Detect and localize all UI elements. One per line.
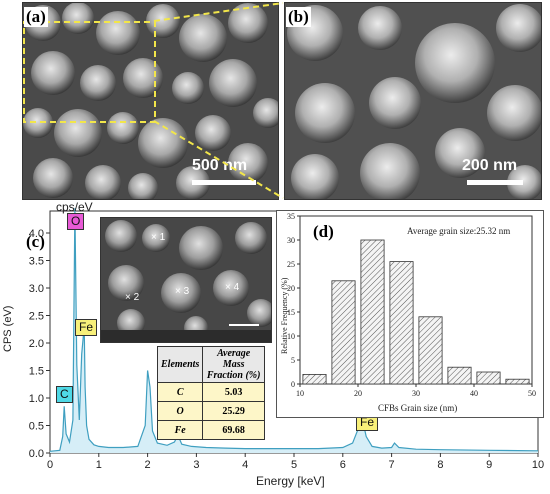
hist-y-tick-label: 0: [291, 380, 295, 389]
element-label-fe-1: Fe: [75, 319, 98, 336]
scale-bar-b: [467, 180, 523, 185]
table-row: Fe 69.68: [156, 420, 265, 440]
hist-bar: [418, 316, 443, 385]
eds-x-tick-label: 2: [145, 459, 151, 471]
table-header-row: Elements Average Mass Fraction (%): [156, 346, 265, 383]
panel-label-d: (d): [313, 222, 334, 241]
hist-y-tick-label: 20: [287, 284, 295, 293]
hist-bar: [505, 378, 530, 385]
hist-bar: [389, 261, 414, 385]
hist-y-tick-label: 30: [287, 236, 295, 245]
hist-y-tick-label: 5: [291, 356, 295, 365]
element-label-c: C: [56, 386, 73, 403]
eds-y-tick-label: 2.0: [29, 338, 44, 350]
table-header-elements: Elements: [156, 346, 204, 383]
hist-x-tick-label: 40: [470, 389, 478, 398]
table-cell-value: 5.03: [202, 382, 265, 402]
eds-x-tick-label: 9: [486, 459, 492, 471]
sem-image-a: [22, 2, 279, 200]
table-cell-element: C: [156, 382, 204, 402]
eds-spectrum-line: [49, 208, 539, 452]
sem-texture-b: [285, 3, 541, 199]
inset-point-3: × 3: [175, 286, 190, 297]
hist-bar: [302, 373, 327, 385]
table-row: C 5.03: [156, 382, 265, 402]
hist-y-tick-label: 10: [287, 332, 295, 341]
panel-label-c: (c): [26, 232, 45, 251]
eds-y-tick-label: 4.0: [29, 228, 44, 240]
zoom-region-box: [23, 21, 156, 123]
eds-y-tick-label: 2.5: [29, 311, 44, 323]
hist-x-tick-label: 30: [412, 389, 420, 398]
inset-point-4: × 4: [225, 282, 240, 293]
eds-x-tick-label: 1: [96, 459, 102, 471]
eds-x-tick-label: 8: [437, 459, 443, 471]
hist-x-tick-label: 20: [354, 389, 362, 398]
eds-x-tick-label: 4: [242, 459, 248, 471]
hist-bar: [331, 280, 356, 385]
element-label-fe-2: Fe: [356, 414, 379, 431]
inset-point-2: × 2: [125, 292, 140, 303]
table-row: O 25.29: [156, 401, 265, 421]
eds-x-axis-label: Energy [keV]: [256, 474, 325, 488]
eds-y-tick-label: 0.5: [29, 421, 44, 433]
eds-x-tick-label: 7: [389, 459, 395, 471]
table-header-fraction: Average Mass Fraction (%): [202, 346, 265, 383]
table-cell-element: Fe: [156, 420, 204, 440]
inset-sem-texture: [101, 218, 271, 342]
eds-inset-sem: × 1 × 2 × 3 × 4: [100, 217, 272, 343]
eds-x-tick-label: 10: [532, 459, 544, 471]
panel-label-b: (b): [286, 7, 311, 27]
panel-label-a: (a): [24, 7, 48, 27]
zoom-connector-lines: [153, 2, 284, 199]
eds-y-tick-label: 1.5: [29, 366, 44, 378]
hist-bar: [476, 371, 501, 385]
table-cell-value: 25.29: [202, 401, 265, 421]
grain-size-histogram: 10 20 30 40 50 0 5 10 15 20 25 30 35: [287, 212, 536, 398]
element-label-o: O: [67, 213, 85, 230]
hist-bar: [360, 239, 385, 385]
eds-x-tick-label: 3: [193, 459, 199, 471]
table-cell-element: O: [156, 401, 204, 421]
table-cell-value: 69.68: [202, 420, 265, 440]
hist-y-axis-label: Relative Frequency (%): [280, 277, 289, 354]
eds-y-tick-label: 0.0: [29, 448, 44, 460]
scale-bar-a: [192, 180, 256, 185]
hist-bar: [447, 366, 472, 385]
scale-label-b: 200 nm: [462, 157, 518, 174]
inset-point-1: × 1: [151, 232, 166, 243]
mass-fraction-table: Elements Average Mass Fraction (%) C 5.0…: [156, 346, 265, 440]
hist-x-axis-label: CFBs Grain size (nm): [378, 403, 458, 413]
hist-y-tick-label: 35: [287, 212, 295, 221]
eds-x-tick-label: 5: [291, 459, 297, 471]
grain-size-annotation: Average grain size:25.32 nm: [407, 226, 511, 236]
hist-y-tick-label: 15: [287, 308, 295, 317]
eds-y-tick-label: 3.5: [29, 256, 44, 268]
eds-y-tick-label: 3.0: [29, 283, 44, 295]
hist-x-tick-label: 10: [296, 389, 304, 398]
scale-label-a: 500 nm: [192, 157, 248, 174]
eds-y-tick-label: 1.0: [29, 393, 44, 405]
sem-image-b: [284, 2, 542, 200]
eds-unit-label: cps/eV: [56, 200, 93, 214]
eds-x-tick-label: 0: [47, 459, 53, 471]
hist-x-tick-label: 50: [528, 389, 536, 398]
eds-x-tick-label: 6: [340, 459, 346, 471]
eds-y-axis-label: CPS (eV): [2, 305, 14, 352]
hist-y-tick-label: 25: [287, 260, 295, 269]
